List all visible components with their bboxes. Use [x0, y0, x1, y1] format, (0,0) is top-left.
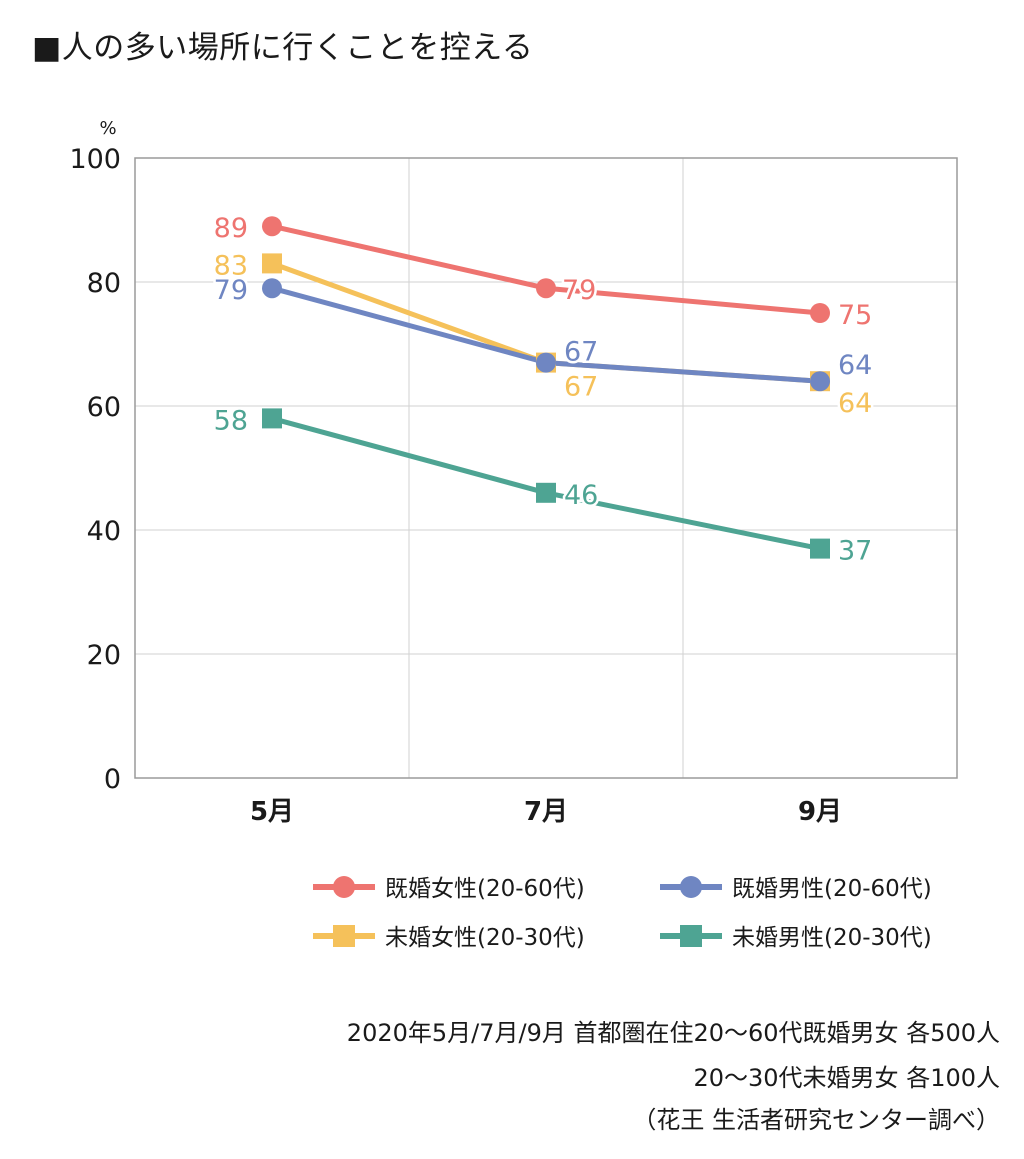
- data-point: [810, 371, 830, 392]
- footnote-line-2: 20～30代未婚男女 各100人: [693, 1064, 1000, 1092]
- data-label: 79: [214, 275, 248, 306]
- data-point: [262, 216, 282, 237]
- chart-title: ■人の多い場所に行くことを控える: [32, 30, 534, 66]
- y-unit-label: %: [99, 118, 116, 139]
- x-tick-label: 5月: [250, 797, 294, 827]
- x-tick-label: 7月: [524, 797, 568, 827]
- data-label: 58: [214, 405, 248, 436]
- data-point: [262, 253, 282, 274]
- data-point: [536, 482, 556, 503]
- data-label: 37: [838, 536, 872, 567]
- data-point: [536, 278, 556, 299]
- data-label: 75: [838, 300, 872, 331]
- legend-marker: [680, 876, 702, 898]
- legend-marker: [333, 925, 355, 947]
- legend-label: 既婚女性(20-60代): [385, 876, 585, 902]
- data-point: [262, 278, 282, 299]
- legend-marker: [680, 925, 702, 947]
- y-tick-label: 20: [87, 640, 121, 671]
- footnote-line-1: 2020年5月/7月/9月 首都圏在住20～60代既婚男女 各500人: [346, 1019, 1000, 1047]
- legend-label: 未婚男性(20-30代): [732, 925, 932, 951]
- data-label: 67: [564, 337, 598, 368]
- y-tick-label: 0: [104, 764, 121, 795]
- data-label: 83: [214, 250, 248, 281]
- y-tick-label: 80: [87, 268, 121, 299]
- data-point: [536, 352, 556, 373]
- data-label: 64: [838, 388, 872, 419]
- x-tick-label: 9月: [798, 797, 842, 827]
- series-line: [271, 223, 821, 316]
- data-point: [810, 303, 830, 323]
- data-point: [810, 538, 830, 559]
- y-tick-label: 60: [87, 392, 121, 423]
- plot-frame: [134, 157, 958, 779]
- legend-label: 既婚男性(20-60代): [732, 876, 932, 902]
- data-label: 89: [214, 213, 248, 244]
- legend-marker: [333, 876, 355, 898]
- legend-label: 未婚女性(20-30代): [385, 925, 585, 951]
- data-label: 64: [838, 350, 872, 381]
- y-tick-label: 100: [69, 144, 121, 175]
- data-label: 46: [564, 480, 598, 511]
- data-point: [262, 408, 282, 429]
- data-label: 79: [562, 275, 596, 306]
- data-label: 67: [564, 372, 598, 403]
- footnote-line-3: （花王 生活者研究センター調べ）: [632, 1106, 1000, 1134]
- y-tick-label: 40: [87, 516, 121, 547]
